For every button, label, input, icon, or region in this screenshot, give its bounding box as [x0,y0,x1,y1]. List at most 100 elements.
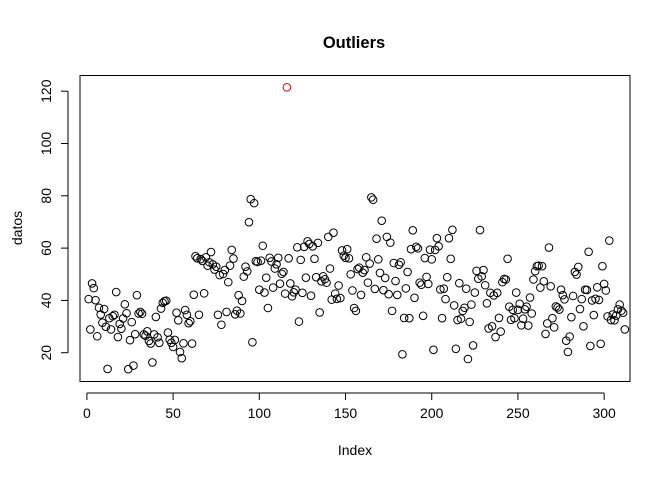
data-point [422,272,431,282]
data-point [492,288,502,298]
data-point [511,288,521,297]
data-point [413,244,423,253]
data-point [539,277,549,286]
data-point [582,285,592,295]
data-point [380,273,390,283]
data-point [170,335,180,345]
data-point [279,267,288,277]
data-point [556,285,566,295]
data-point [337,246,347,255]
data-point [187,339,197,348]
data-point [323,232,333,242]
data-point [177,353,187,363]
data-point [303,237,312,246]
data-point [518,314,528,324]
data-point [191,251,200,261]
data-point [434,241,443,251]
data-point [503,254,512,264]
data-point [610,316,619,325]
data-point [148,358,157,367]
data-point [370,284,380,294]
data-point [86,325,95,334]
data-point [220,265,230,275]
data-point [429,345,438,355]
data-point [248,337,257,347]
data-point [325,264,335,273]
data-point [508,305,518,315]
data-point [420,253,430,263]
data-point [387,306,397,316]
data-point [268,283,278,292]
data-point [134,309,143,318]
data-point [523,321,533,330]
data-point [277,269,287,279]
data-point [591,294,600,304]
data-point [494,313,504,323]
data-point [365,259,374,268]
x-tick-label: 100 [248,405,272,421]
y-axis-label: datos [9,211,25,245]
y-tick-label: 120 [38,79,54,103]
data-point [272,260,281,269]
data-point [155,338,164,348]
data-point [244,217,254,227]
data-point [110,310,119,320]
data-point [218,269,228,279]
data-point [275,279,285,288]
data-point [520,305,530,314]
data-point [351,306,361,316]
data-point [256,256,266,265]
data-point [599,279,609,289]
data-point [482,299,492,308]
y-tick-label: 80 [38,188,54,204]
data-point [522,302,531,312]
x-tick-label: 300 [592,405,616,421]
data-point [394,260,404,270]
data-point [470,288,480,297]
data-point [341,253,350,263]
data-point [542,319,552,328]
data-point [442,272,452,282]
data-point [336,293,345,303]
data-point [199,289,209,298]
data-point [567,312,576,322]
data-point [111,287,121,297]
data-point [596,339,605,349]
x-axis: 0 50 100 150 200 250 300 [83,392,616,421]
data-point [120,300,130,309]
chart-title: Outliers [323,34,385,52]
data-point [379,285,388,295]
data-point [184,318,193,328]
data-point [537,261,547,271]
data-point [137,309,147,319]
y-tick-label: 40 [38,292,54,308]
data-point [296,255,305,265]
data-point [449,301,459,310]
data-point [260,288,269,297]
data-point [113,332,123,342]
data-point [186,317,195,326]
data-point [96,310,105,319]
data-point [548,313,557,323]
data-point [313,238,323,248]
data-point [99,304,109,314]
data-point [463,354,473,364]
x-tick-label: 150 [334,405,358,421]
data-point [439,284,449,293]
y-tick-label: 60 [38,240,54,256]
data-point [375,268,385,278]
data-point [558,290,568,300]
data-point [172,308,181,318]
data-point [377,216,387,225]
data-point [606,315,616,325]
data-point [573,262,583,272]
data-point [229,254,238,263]
data-point [344,254,354,263]
data-point [617,306,626,315]
data-point [225,261,235,270]
data-point [142,326,152,336]
data-point [401,284,411,293]
data-point [391,276,400,286]
data-point [544,243,554,252]
data-point [592,283,602,292]
